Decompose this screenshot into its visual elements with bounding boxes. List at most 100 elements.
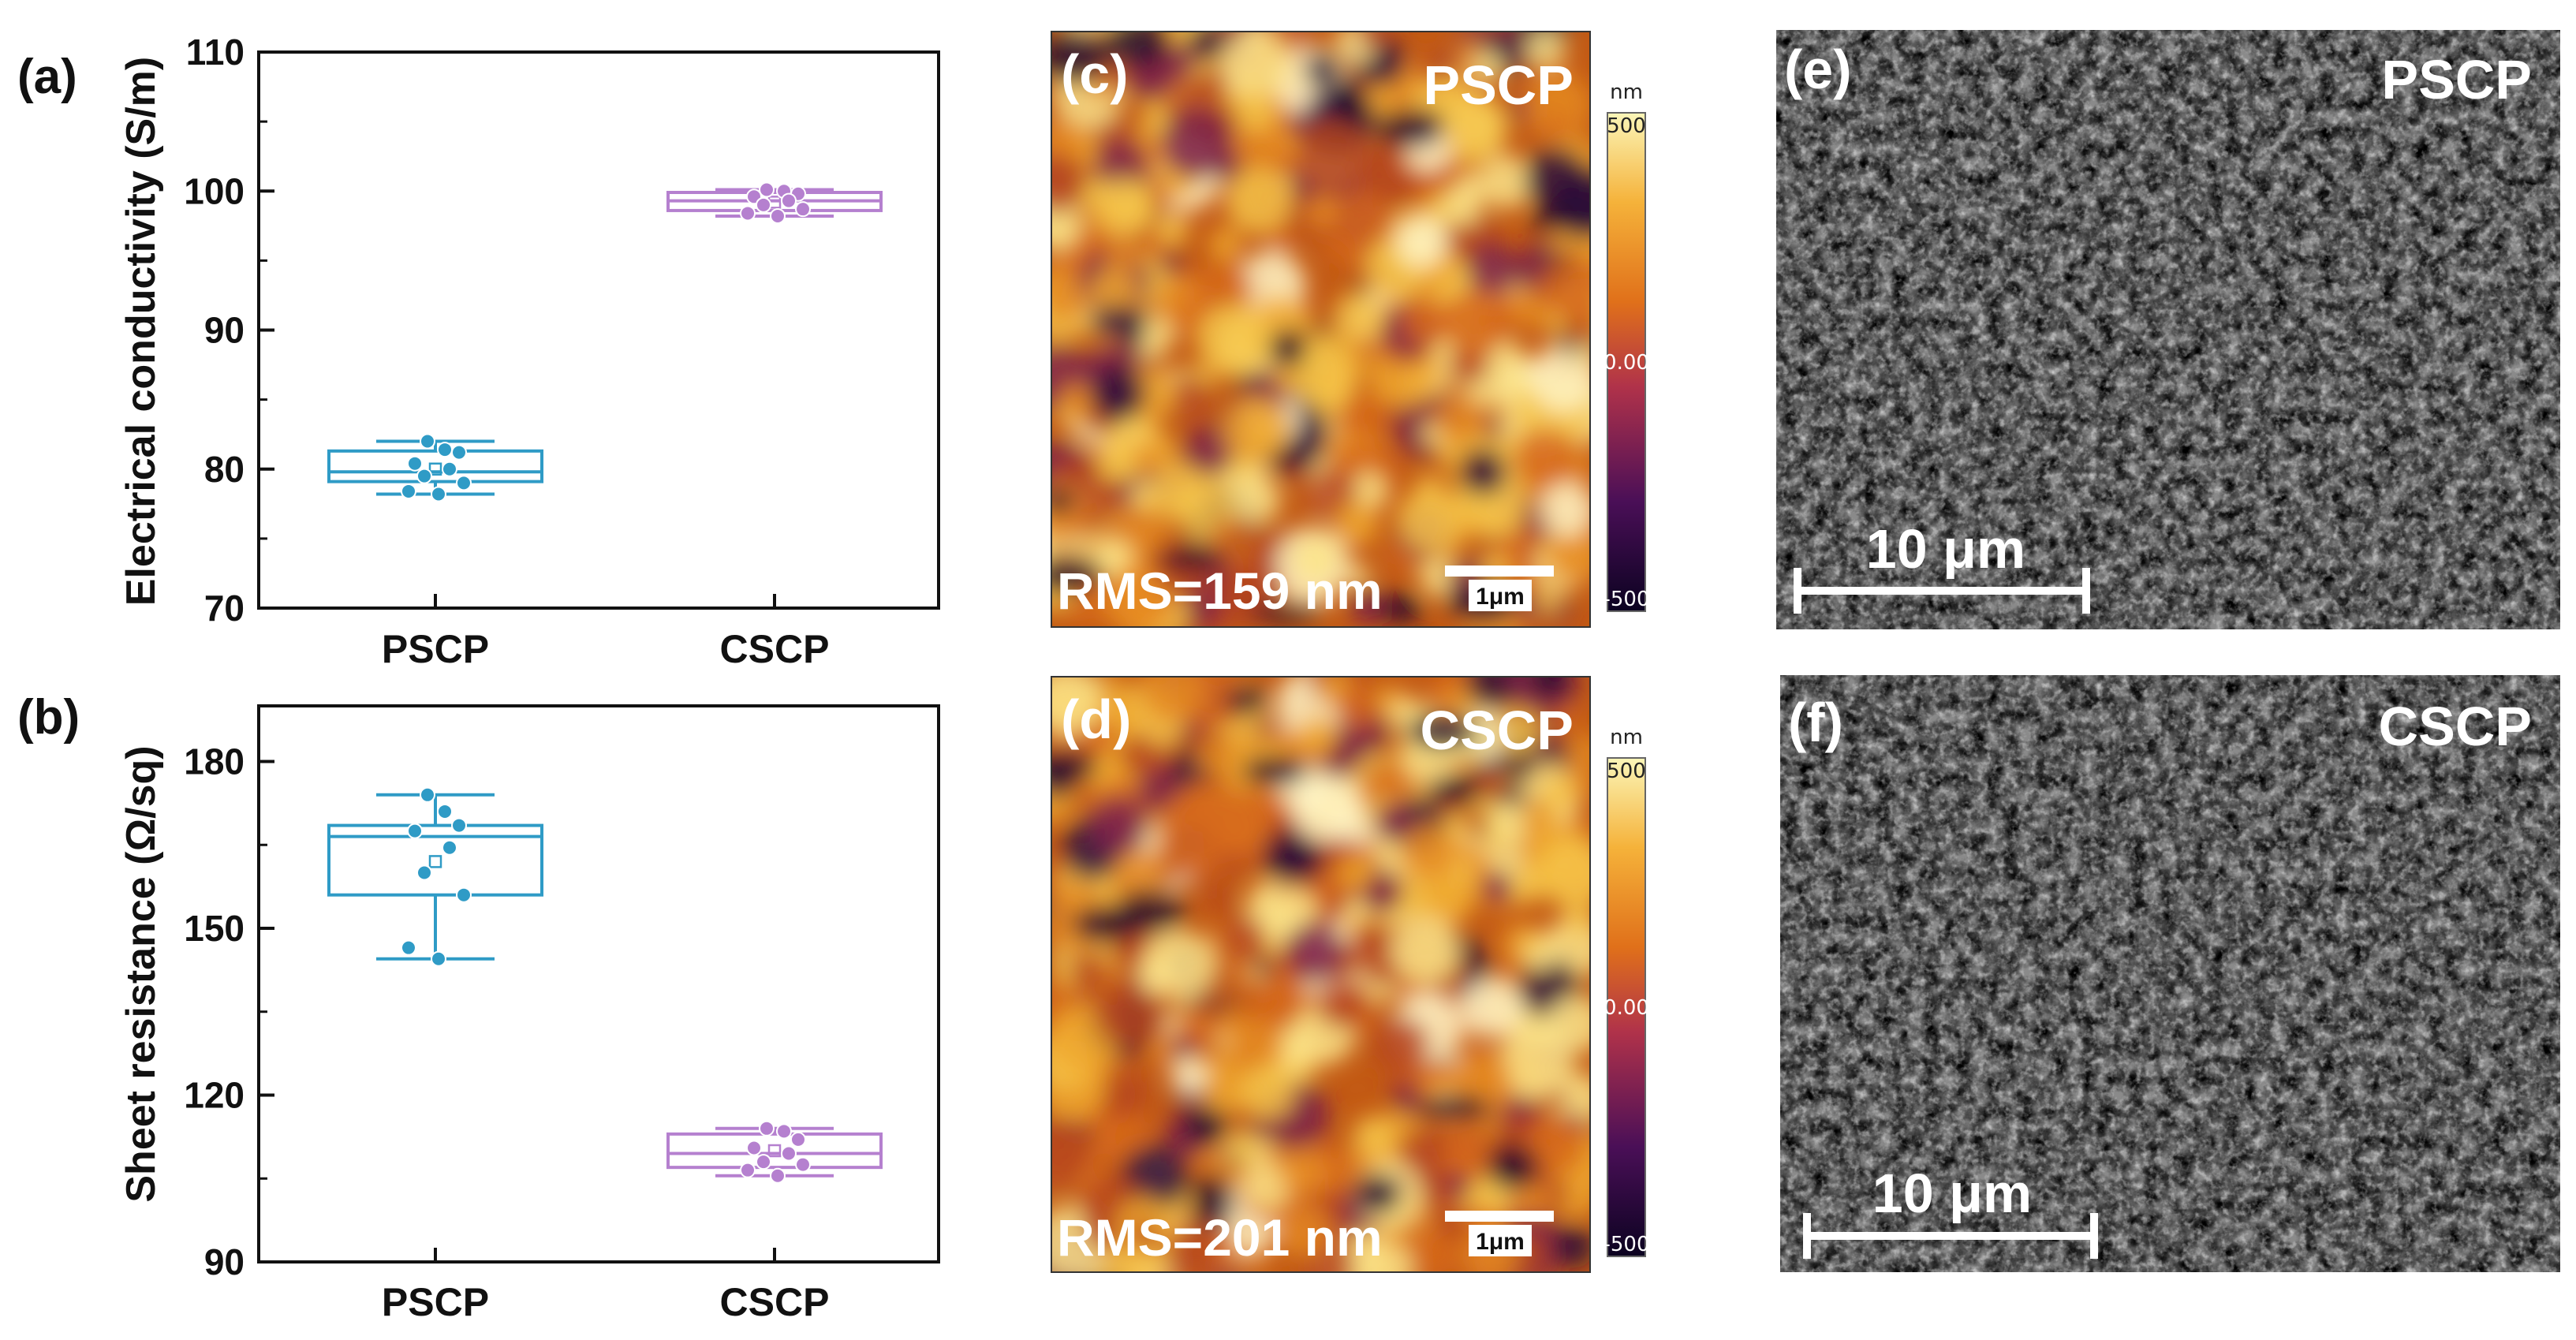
data-point [781,192,797,209]
afm-grain [1350,587,1387,625]
sem-scale-label-e: 10 μm [1866,518,2025,580]
afm-grain [1555,705,1580,730]
afm-grain [1274,1027,1314,1067]
afm-grain [1443,1172,1471,1200]
afm-grain [1563,733,1590,775]
afm-grain [1435,91,1508,164]
afm-grain [1103,569,1170,627]
box-cscp-b [666,1120,883,1184]
afm-grain [1346,564,1371,588]
plot-frame-b [257,704,940,1263]
afm-grain [1294,117,1369,192]
panel-label-d: (d) [1061,689,1131,750]
afm-grain [1088,1214,1126,1252]
afm-pit [1089,306,1148,338]
category-label-cscp-a: CSCP [720,627,830,671]
y-ticks-b: 90 120 150 180 [184,741,776,1282]
afm-image-d: (d) CSCP RMS=201 nm 1μm [1051,676,1591,1273]
afm-grain [1540,482,1590,536]
sem-title-e: PSCP [2381,49,2532,110]
data-point [407,455,423,472]
plot-frame-a [257,50,940,610]
afm-grain [1570,342,1590,367]
afm-grain [1563,904,1590,935]
afm-grain [1479,155,1533,209]
afm-grain [1265,224,1294,253]
panel-label-c: (c) [1061,43,1129,105]
category-label-pscp-b: PSCP [382,1280,489,1324]
y-tick-label-a-1: 80 [204,449,245,490]
afm-grain [1481,871,1515,905]
scale-bar-c [1445,565,1554,577]
sem-image-f: (f) CSCP 10 μm [1780,675,2560,1272]
sem-scale-label-f: 10 μm [1872,1163,2032,1224]
afm-grain [1103,237,1141,274]
afm-grain [1093,138,1149,193]
afm-pit [1226,687,1267,714]
data-point [431,950,446,967]
colorbar-mid-d: 0.00 [1603,996,1649,1020]
data-point [451,444,467,461]
y-tick-label-a-4: 110 [186,32,245,73]
afm-pit [1051,489,1077,513]
data-point [442,461,457,477]
category-label-pscp-a: PSCP [382,627,489,671]
scale-label-c: 1μm [1476,584,1525,610]
afm-grain [1510,870,1544,905]
afm-grain [1197,304,1271,377]
afm-grain [1207,885,1233,911]
afm-grain [1308,466,1357,516]
sem-image-e: (e) PSCP 10 μm [1776,30,2560,629]
mean-marker [428,855,442,868]
box-marks-a [327,181,883,502]
afm-grain [1346,859,1374,888]
afm-pit [1114,889,1185,935]
afm-grain [1352,1116,1394,1158]
colorbar-min-c: -500 [1603,588,1649,611]
afm-grain [1316,979,1366,1028]
data-point [770,1167,786,1184]
afm-grain [1284,922,1345,983]
afm-pit [1051,749,1098,782]
y-axis-title-b: Sheet resistance (Ω/sq) [118,745,164,1202]
afm-grain [1130,1221,1160,1251]
afm-pit [1328,79,1366,126]
afm-grain [1137,767,1181,811]
afm-grain [1093,177,1154,237]
data-point [420,786,435,803]
afm-grain [1051,677,1101,736]
afm-grain [1475,770,1506,801]
afm-grain [1272,363,1300,391]
afm-grain [1399,823,1457,880]
panel-label-a: (a) [17,50,77,104]
box-marks-b [327,786,883,1184]
afm-grain [1240,1066,1295,1120]
afm-grain [1272,151,1298,177]
panel-label-e: (e) [1784,39,1852,100]
afm-grain [1226,167,1293,234]
afm-grain [1162,1226,1214,1272]
afm-grain [1537,837,1590,909]
afm-grain [1524,1114,1586,1176]
afm-grain [1155,804,1230,879]
afm-grain [1547,994,1590,1054]
data-point [401,939,416,956]
afm-grain [1442,287,1511,357]
data-point [790,1131,806,1148]
afm-grain [1349,472,1387,510]
data-point [740,205,756,222]
afm-grain [1465,242,1519,296]
data-point [795,201,811,218]
afm-grain [1523,71,1590,140]
afm-grain [1088,1119,1130,1162]
afm-grain [1160,107,1233,180]
afm-grain [1297,715,1338,756]
afm-grain [1340,390,1387,437]
afm-grain [1465,677,1522,711]
afm-grain [1222,395,1290,463]
afm-grain [1221,32,1291,101]
afm-grain [1096,444,1135,483]
afm-grain [1234,91,1275,133]
sem-scale-bar-f [1803,1213,2098,1259]
data-point [770,207,786,224]
